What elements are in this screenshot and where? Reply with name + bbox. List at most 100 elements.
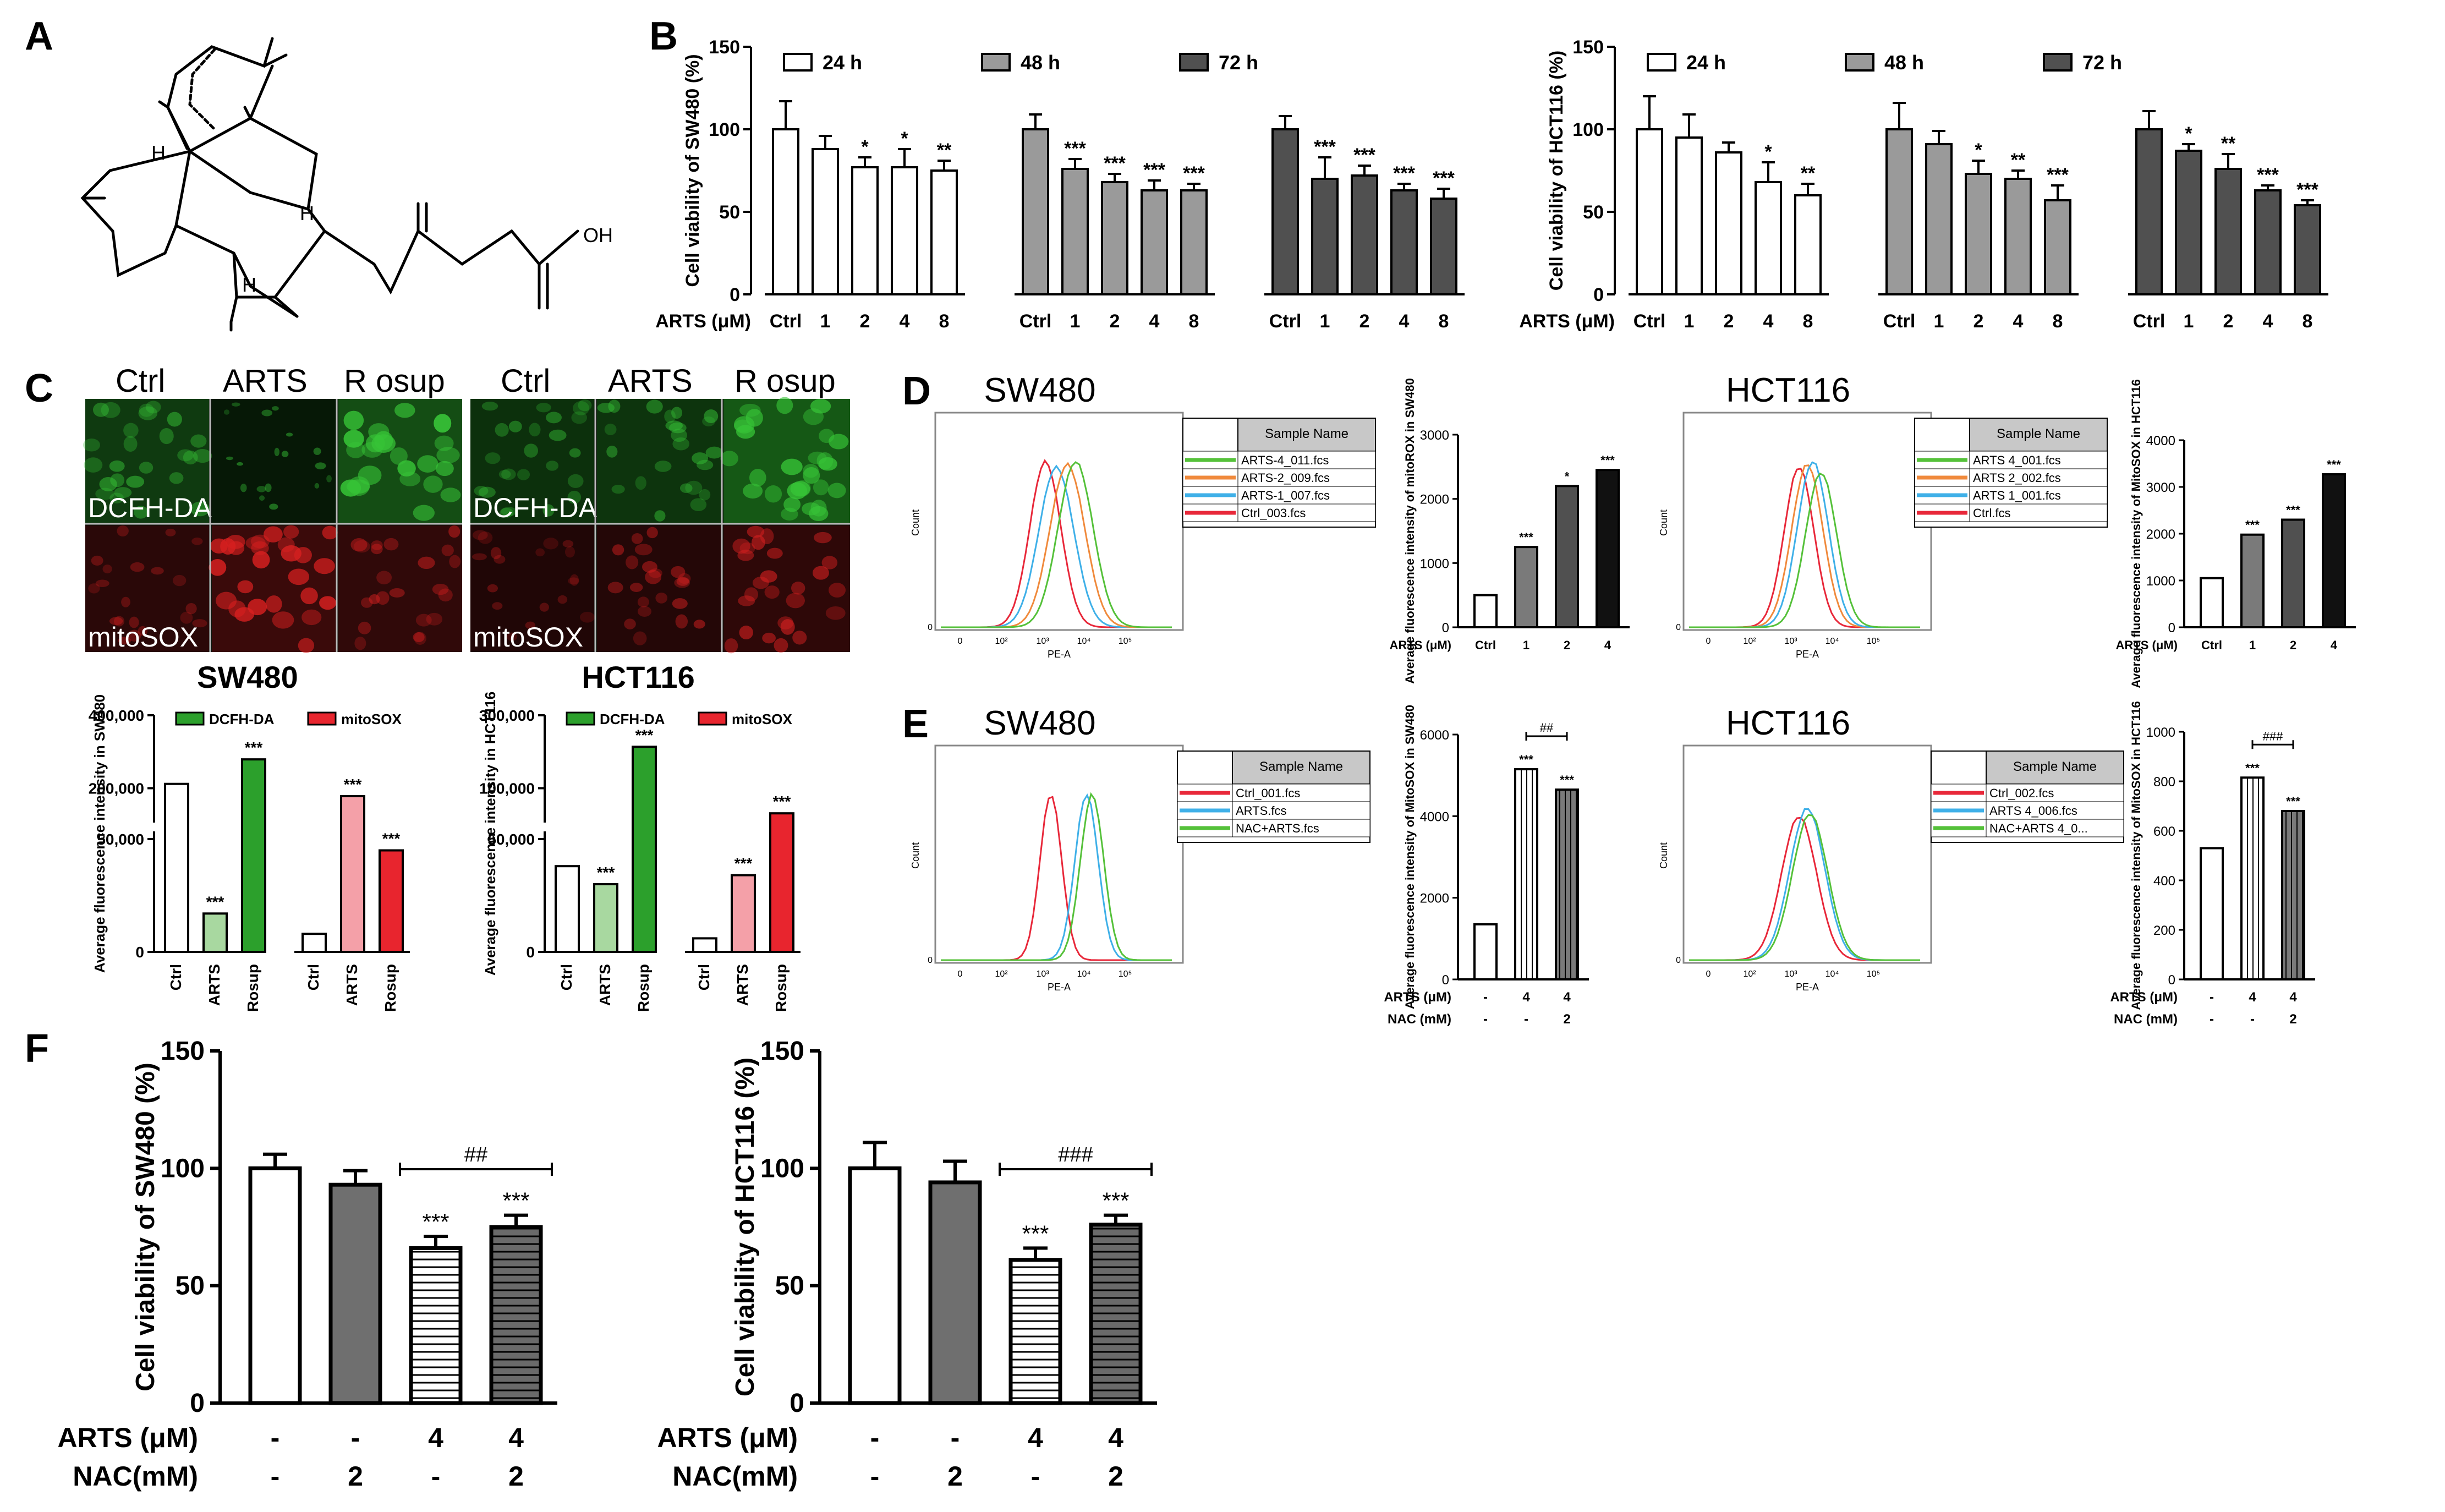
b-xtick-label-0-2-4: 8 — [1439, 311, 1449, 332]
c-xtick-label-1-0: Ctrl — [558, 964, 575, 990]
flow-xtick-0-2: 10³ — [1036, 637, 1049, 646]
cell-spot — [818, 457, 837, 471]
c-bar-1-1 — [593, 883, 618, 953]
cell-spot — [83, 438, 100, 452]
flow-table-name-cell-0-3 — [1237, 503, 1376, 522]
sc-ytick-label-2-2: 4000 — [1420, 809, 1449, 824]
sc-bar-1-0 — [2200, 577, 2224, 628]
cell-spot — [413, 632, 425, 643]
b-bar-0-2-0 — [1271, 128, 1299, 295]
cell-spot — [674, 577, 690, 588]
c-ylabel-0: Average fluorescence intensity in SW480 — [91, 694, 108, 973]
b-bar-1-1-4 — [2044, 199, 2071, 295]
cell-spot — [389, 588, 405, 598]
flow-xtick-1-0: 0 — [1706, 637, 1711, 646]
f-ytick-label-1-1: 50 — [775, 1272, 804, 1301]
panel-letter-c: C — [25, 366, 53, 410]
b-xtick-label-0-1-1: 1 — [1070, 311, 1081, 332]
b-ytick-label-0-1: 50 — [719, 202, 740, 223]
flow-table-name-cell-1-2 — [1969, 486, 2108, 505]
cell-spot — [637, 606, 652, 617]
sc-row1-label-2: ARTS (μM) — [1384, 990, 1451, 1005]
cell-spot — [245, 536, 266, 550]
cell-spot — [353, 540, 370, 553]
c-legend-swatch-0-0 — [175, 711, 205, 726]
b-bar-0-2-3 — [1390, 189, 1418, 295]
row-label-dcfh-right: DCFH-DA — [473, 492, 597, 523]
cell-spot — [535, 548, 545, 557]
cell-spot — [732, 538, 750, 554]
b-xtick-label-1-1-4: 8 — [2053, 311, 2063, 332]
b-bar-0-1-2 — [1101, 181, 1128, 295]
cell-spot — [699, 489, 711, 501]
c-ytick-label-1-0: 0 — [526, 944, 535, 961]
flow-title-2: SW480 — [984, 704, 1095, 742]
cell-spot — [608, 399, 621, 413]
cell-spot — [693, 620, 705, 629]
c-legend-swatch-0-1 — [307, 711, 337, 726]
sc-row2-value-2-1: - — [1524, 1012, 1528, 1027]
flow-table-name-0-2: ARTS-1_007.fcs — [1241, 489, 1330, 502]
micrograph-sw480-rosup-mitosox — [338, 525, 462, 652]
sc-ytick-label-0-2: 2000 — [1420, 492, 1449, 507]
col-header-arts-left: ARTS — [223, 363, 308, 399]
flow-table-header-cell-2 — [1232, 750, 1370, 785]
sc-xtick-label-1-0: Ctrl — [2201, 638, 2222, 652]
cell-spot — [500, 508, 514, 518]
b-bar-0-0-1 — [812, 148, 839, 295]
structure-oh-label: OH — [583, 224, 613, 246]
cell-spot — [286, 432, 293, 437]
flow-frame-3 — [1682, 744, 1932, 964]
c-sig-0-4: *** — [344, 776, 362, 793]
cell-spot — [256, 486, 266, 492]
sc-bar-0-1 — [1514, 546, 1538, 629]
b-bar-1-2-3 — [2254, 189, 2282, 295]
sc-x-prefix-0: ARTS (μM) — [1390, 638, 1451, 652]
cell-spot — [434, 435, 454, 451]
sc-bar-1-2 — [2281, 518, 2305, 628]
row-label-mitosox-right: mitoSOX — [473, 622, 583, 653]
f-sig-0-2: *** — [422, 1209, 449, 1235]
cell-spot — [668, 422, 687, 434]
c-legend-label-1-0: DCFH-DA — [600, 711, 665, 727]
cell-spot — [498, 469, 511, 479]
b-xtick-label-0-1-2: 2 — [1110, 311, 1120, 332]
cell-spot — [637, 596, 649, 607]
cell-spot — [671, 566, 686, 578]
cell-spot — [814, 532, 832, 544]
flow-table-name-3-1: ARTS 4_006.fcs — [1989, 804, 2077, 818]
cell-spot — [529, 423, 541, 437]
cell-spot — [776, 397, 793, 414]
c-ytick-label-0-2: 200,000 — [89, 780, 144, 797]
b-sig-0-0-2: * — [861, 136, 869, 157]
b-ytick-label-0-3: 150 — [709, 37, 740, 58]
b-legend-label-1-2: 72 h — [2082, 51, 2122, 74]
c-sig-1-1: *** — [597, 864, 615, 881]
b-xtick-label-1-1-3: 4 — [2013, 311, 2024, 332]
cell-spot — [237, 462, 243, 466]
cell-spot — [265, 595, 282, 613]
flow-xtick-0-4: 10⁵ — [1119, 637, 1132, 646]
sc-ylabel-3: Average fluorescence intensity of MitoSO… — [2129, 701, 2143, 1010]
cell-spot — [350, 538, 368, 552]
f-ytick-label-0-1: 50 — [176, 1272, 205, 1301]
cell-spot — [633, 631, 647, 645]
cell-spot — [654, 461, 672, 472]
f-row2-value-1-3: 2 — [1108, 1461, 1123, 1492]
cell-spot — [675, 614, 688, 629]
cell-spot — [128, 629, 141, 642]
flow-table-name-cell-1-0 — [1969, 451, 2108, 469]
sc-bar-3-1 — [2240, 776, 2265, 980]
cell-spot — [739, 542, 755, 555]
cell-spot — [631, 533, 643, 544]
micrograph-sw480-ctrl-dcfh — [85, 399, 209, 523]
cell-spot — [492, 602, 503, 610]
cell-spot — [248, 599, 267, 616]
sc-ylabel-0: Average fluorescence intensity of mitoRO… — [1403, 378, 1417, 683]
b-sig-0-0-4: ** — [937, 140, 952, 161]
cell-spot — [517, 469, 530, 480]
b-sig-0-1-1: *** — [1064, 138, 1086, 159]
cell-spot — [790, 481, 810, 497]
f-row1-value-1-2: 4 — [1028, 1422, 1043, 1453]
cell-spot — [192, 619, 207, 628]
